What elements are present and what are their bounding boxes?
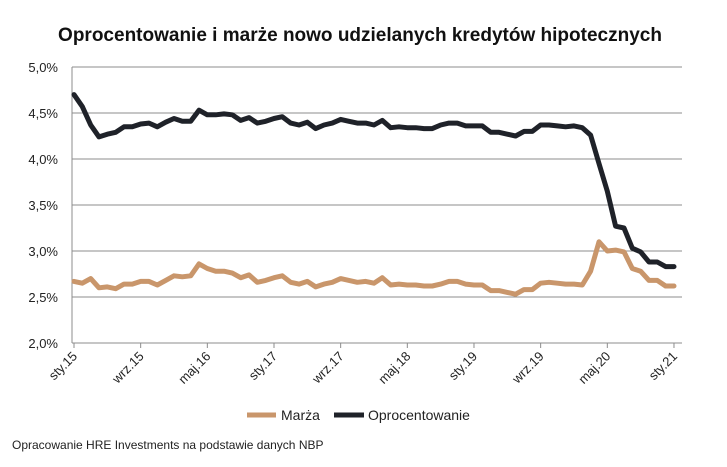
x-tick-label: wrz.15: [108, 349, 146, 387]
x-tick-label: sty.15: [46, 349, 80, 383]
y-tick-label: 4,0%: [28, 152, 58, 167]
x-tick-label: sty.21: [646, 349, 680, 383]
y-tick-label: 4,5%: [28, 106, 58, 121]
y-tick-label: 2,5%: [28, 290, 58, 305]
x-tick-label: maj.16: [175, 349, 213, 387]
legend: Marża Oprocentowanie: [247, 407, 470, 423]
x-tick-label: maj.20: [575, 349, 613, 387]
grid: [71, 66, 682, 343]
legend-label-oprocentowanie: Oprocentowanie: [368, 407, 470, 423]
y-tick-label: 3,0%: [28, 244, 58, 259]
y-tick-label: 5,0%: [28, 60, 58, 75]
x-tick-label: sty.19: [446, 349, 480, 383]
series-line-oprocentowanie: [71, 92, 677, 270]
x-tick-label: wrz.17: [308, 349, 346, 387]
x-tick-label: maj.18: [375, 349, 413, 387]
series-lines: [71, 92, 677, 297]
series-line-mara: [71, 239, 677, 297]
x-tick-label: sty.17: [246, 349, 280, 383]
legend-label-marza: Marża: [281, 407, 320, 423]
source-note: Opracowanie HRE Investments na podstawie…: [12, 438, 324, 452]
chart-title: Oprocentowanie i marże nowo udzielanych …: [58, 25, 662, 46]
x-tick-label: wrz.19: [508, 349, 546, 387]
y-tick-label: 3,5%: [28, 198, 58, 213]
y-tick-label: 2,0%: [28, 336, 58, 351]
x-axis: sty.15 wrz.15 maj.16 sty.17 wrz.17 maj.18 sty.…: [46, 342, 682, 387]
y-axis-ticks: 2,0% 2,5% 3,0% 3,5% 4,0% 4,5% 5,0%: [28, 60, 58, 351]
